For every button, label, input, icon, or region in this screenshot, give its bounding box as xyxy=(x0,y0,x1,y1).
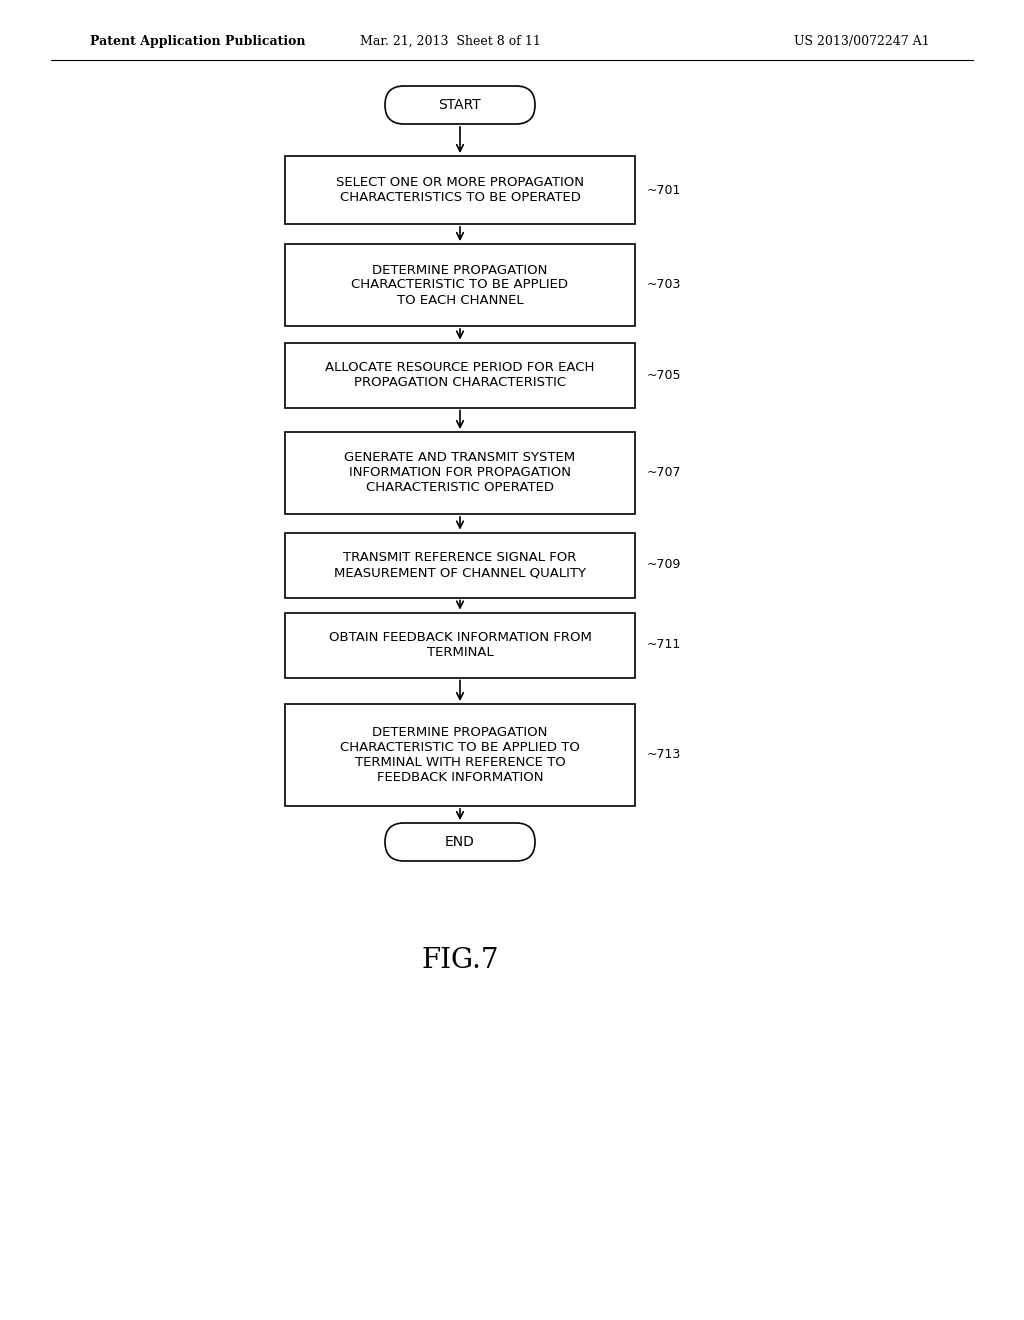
Text: ~709: ~709 xyxy=(647,558,681,572)
Text: OBTAIN FEEDBACK INFORMATION FROM
TERMINAL: OBTAIN FEEDBACK INFORMATION FROM TERMINA… xyxy=(329,631,592,659)
FancyBboxPatch shape xyxy=(385,822,535,861)
Bar xyxy=(285,342,635,408)
Text: Patent Application Publication: Patent Application Publication xyxy=(90,36,305,48)
Text: ~711: ~711 xyxy=(647,639,681,652)
Text: Mar. 21, 2013  Sheet 8 of 11: Mar. 21, 2013 Sheet 8 of 11 xyxy=(359,36,541,48)
Bar xyxy=(285,432,635,513)
Text: END: END xyxy=(445,836,475,849)
Text: ~705: ~705 xyxy=(647,368,682,381)
Text: ~703: ~703 xyxy=(647,279,681,292)
Text: DETERMINE PROPAGATION
CHARACTERISTIC TO BE APPLIED TO
TERMINAL WITH REFERENCE TO: DETERMINE PROPAGATION CHARACTERISTIC TO … xyxy=(340,726,580,784)
Text: ~701: ~701 xyxy=(647,183,681,197)
Bar xyxy=(285,244,635,326)
Text: TRANSMIT REFERENCE SIGNAL FOR
MEASUREMENT OF CHANNEL QUALITY: TRANSMIT REFERENCE SIGNAL FOR MEASUREMEN… xyxy=(334,550,586,579)
Bar xyxy=(285,612,635,677)
Text: GENERATE AND TRANSMIT SYSTEM
INFORMATION FOR PROPAGATION
CHARACTERISTIC OPERATED: GENERATE AND TRANSMIT SYSTEM INFORMATION… xyxy=(344,451,575,495)
Text: START: START xyxy=(438,98,481,112)
Bar xyxy=(285,156,635,224)
Text: US 2013/0072247 A1: US 2013/0072247 A1 xyxy=(795,36,930,48)
Text: ALLOCATE RESOURCE PERIOD FOR EACH
PROPAGATION CHARACTERISTIC: ALLOCATE RESOURCE PERIOD FOR EACH PROPAG… xyxy=(326,360,595,389)
Text: FIG.7: FIG.7 xyxy=(421,946,499,974)
Bar xyxy=(285,532,635,598)
Text: ~707: ~707 xyxy=(647,466,682,479)
Text: DETERMINE PROPAGATION
CHARACTERISTIC TO BE APPLIED
TO EACH CHANNEL: DETERMINE PROPAGATION CHARACTERISTIC TO … xyxy=(351,264,568,306)
Bar xyxy=(285,704,635,807)
Text: SELECT ONE OR MORE PROPAGATION
CHARACTERISTICS TO BE OPERATED: SELECT ONE OR MORE PROPAGATION CHARACTER… xyxy=(336,176,584,205)
FancyBboxPatch shape xyxy=(385,86,535,124)
Text: ~713: ~713 xyxy=(647,748,681,762)
